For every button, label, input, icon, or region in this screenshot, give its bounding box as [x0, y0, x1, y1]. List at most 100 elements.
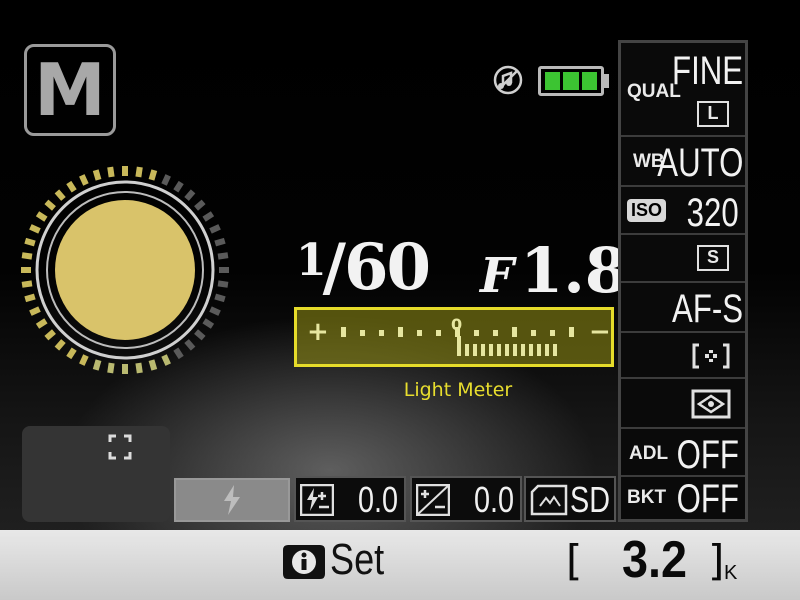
dial-tick [173, 347, 184, 360]
sd-card-icon [530, 484, 568, 516]
flash-mode-cell[interactable] [174, 478, 290, 522]
light-meter: + − 0 [294, 307, 614, 367]
meter-scale-mark [379, 330, 384, 336]
af-area-mode-row[interactable] [621, 333, 745, 379]
dial-tick [214, 293, 226, 303]
meter-scale-mark [455, 327, 460, 337]
light-meter-scale: + − 0 [307, 315, 611, 356]
meter-level-bar [465, 344, 469, 356]
shots-value: 3.2 [622, 531, 688, 589]
iso-label: ISO [627, 199, 667, 222]
meter-level-bar [521, 344, 525, 356]
remaining-shots: [ 3.2 ] K [560, 534, 790, 594]
shutter-denominator: 60 [344, 230, 431, 305]
af-area-display[interactable] [22, 426, 170, 522]
dial-tick [135, 166, 143, 178]
dial-tick [148, 169, 158, 181]
meter-level-bar [505, 344, 509, 356]
meter-level-bar [481, 344, 485, 356]
dial-tick [35, 211, 48, 222]
bracketing-row[interactable]: BKT OFF [621, 477, 745, 519]
metering-row[interactable] [621, 379, 745, 429]
meter-level-bar [457, 336, 461, 356]
meter-scale-mark [474, 330, 479, 336]
dial-tick [173, 180, 184, 193]
aperture-value[interactable]: F1.8 [480, 240, 628, 302]
meter-scale-mark [550, 330, 555, 336]
battery-tip [604, 74, 609, 88]
dial-tick [161, 174, 171, 186]
dial-tick [35, 318, 48, 329]
flash-mode-icon [224, 485, 240, 515]
meter-level-bar [553, 344, 557, 356]
focus-mode-row[interactable]: AF-S [621, 283, 745, 333]
meter-level-bar [529, 344, 533, 356]
meter-scale-mark [436, 330, 441, 336]
meter-scale-mark [512, 327, 517, 337]
dial-tick [29, 306, 41, 316]
release-mode-row[interactable]: S [621, 235, 745, 283]
dial-tick [54, 189, 66, 201]
release-mode-value: S [697, 245, 729, 271]
flash-off-beep-icon [493, 65, 523, 95]
dial-tick [21, 252, 33, 260]
dial-tick [217, 252, 229, 260]
wb-label: WB [633, 151, 665, 172]
dial-tick [209, 306, 221, 316]
white-balance-row[interactable]: WB AUTO [621, 137, 745, 187]
af-area-icon [108, 434, 132, 460]
meter-level-bar [473, 344, 477, 356]
image-size: L [697, 101, 729, 127]
af-area-mode-icon [692, 343, 730, 369]
iso-row[interactable]: ISO 320 [621, 187, 745, 235]
dial-tick [44, 199, 56, 211]
memory-card-cell[interactable]: SD [524, 476, 616, 522]
meter-scale-mark [569, 327, 574, 337]
bkt-value: OFF [676, 477, 739, 521]
exposure-compensation-icon [416, 484, 450, 516]
aperture-opening [55, 200, 195, 340]
shooting-mode-indicator[interactable]: M [24, 44, 116, 136]
battery-cell [563, 72, 579, 90]
exposure-compensation-cell[interactable]: 0.0 [410, 476, 522, 522]
adl-row[interactable]: ADL OFF [621, 429, 745, 477]
shots-close-bracket: ] [708, 536, 725, 585]
bkt-label: BKT [627, 487, 667, 508]
card-type-label: SD [569, 479, 610, 520]
dial-tick [202, 318, 215, 329]
battery-icon [538, 66, 604, 96]
flash-compensation-cell[interactable]: 0.0 [294, 476, 406, 522]
meter-scale-mark [417, 330, 422, 336]
adl-value: OFF [676, 433, 739, 477]
image-quality-row[interactable]: QUAL FINE L [621, 43, 745, 137]
dial-tick [79, 354, 89, 366]
meter-plus: + [307, 317, 329, 347]
quality-label: QUAL [627, 81, 681, 102]
dial-tick [214, 237, 226, 247]
dial-tick [66, 347, 77, 360]
flash-compensation-icon [300, 484, 334, 516]
iso-value: 320 [686, 191, 739, 235]
shots-unit: K [724, 562, 738, 584]
dial-tick [44, 329, 56, 341]
shutter-numerator: 1 [296, 235, 327, 286]
metering-icon [691, 389, 731, 419]
light-meter-caption: Light Meter [403, 379, 513, 401]
meter-scale-mark [493, 330, 498, 336]
dial-tick [92, 169, 102, 181]
battery-cell [581, 72, 597, 90]
wb-value: AUTO [656, 141, 743, 185]
shots-open-bracket: [ [566, 536, 583, 585]
shutter-speed[interactable]: 1/60 [296, 230, 431, 305]
meter-minus: − [589, 317, 611, 347]
dial-tick [107, 362, 115, 374]
info-button-icon[interactable] [282, 544, 326, 580]
dial-tick [21, 280, 33, 288]
meter-scale-mark [341, 327, 346, 337]
dial-tick [194, 199, 206, 211]
dial-ticks [21, 166, 229, 374]
flash-compensation-value: 0.0 [357, 479, 398, 520]
status-bar [0, 530, 800, 600]
dial-tick [184, 339, 196, 351]
dial-tick [217, 280, 229, 288]
